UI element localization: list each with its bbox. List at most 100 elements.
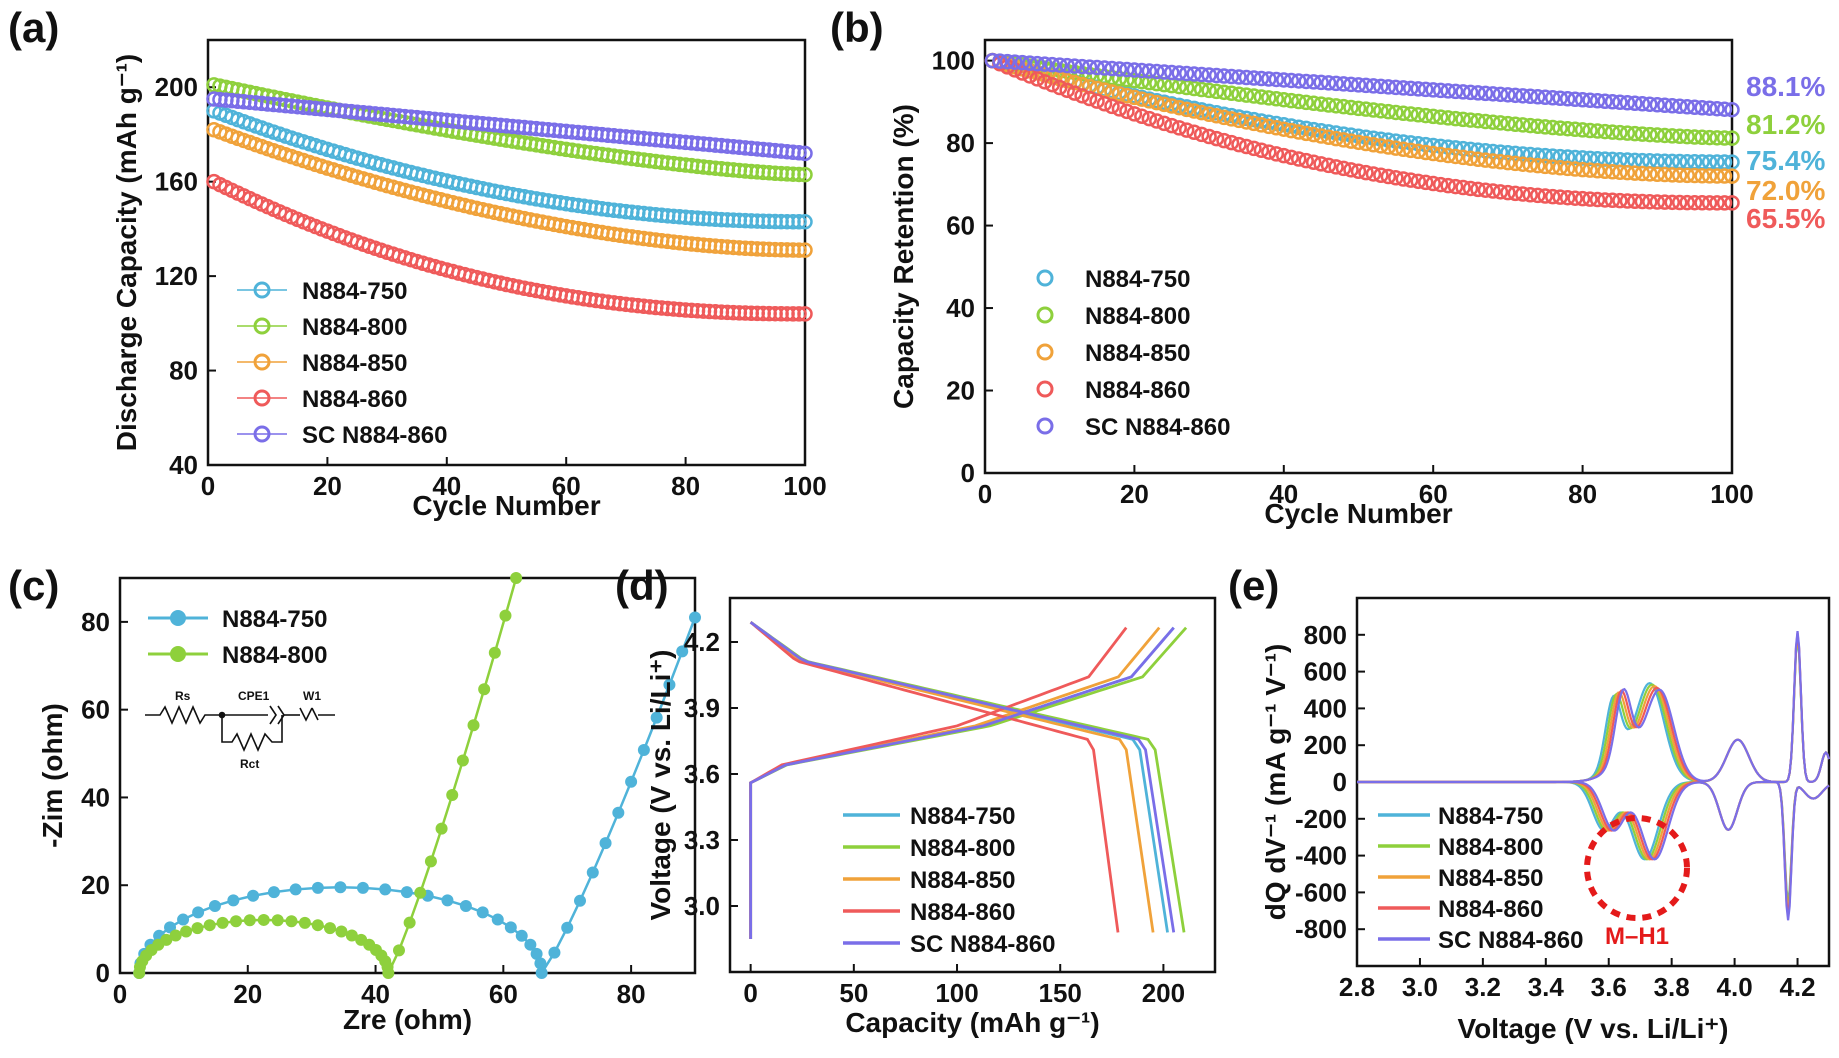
y-axis-label: Voltage (V vs. Li/Li⁺) — [645, 650, 676, 921]
series-sc-n884-860 — [1357, 631, 1831, 921]
x-axis-label: Voltage (V vs. Li/Li⁺) — [1458, 1013, 1729, 1044]
data-point — [1403, 172, 1419, 188]
data-point — [1290, 73, 1307, 89]
data-point — [599, 837, 612, 850]
legend-marker — [1036, 380, 1054, 398]
data-point — [1410, 81, 1427, 97]
y-tick-label: 4.2 — [684, 627, 720, 657]
y-tick-label: 80 — [169, 356, 198, 386]
series-n884-850 — [206, 121, 813, 258]
data-point — [1313, 96, 1329, 112]
data-point — [1186, 80, 1202, 97]
data-point — [1485, 153, 1501, 169]
data-point — [1627, 193, 1643, 210]
data-point — [1156, 115, 1173, 132]
data-point — [1522, 146, 1539, 163]
data-point — [1111, 101, 1128, 117]
data-point — [1716, 168, 1733, 184]
data-point — [1358, 101, 1374, 117]
data-point — [1582, 122, 1598, 139]
data-point — [1522, 186, 1539, 203]
y-axis-label: dQ dV⁻¹ (mA g⁻¹ V⁻¹) — [1260, 644, 1291, 921]
y-tick-label: 200 — [155, 72, 198, 102]
data-point — [334, 881, 347, 894]
data-point — [1455, 149, 1471, 166]
data-point — [1246, 115, 1262, 132]
data-point — [1619, 125, 1636, 141]
data-point — [1724, 195, 1740, 211]
plot-frame — [983, 38, 1734, 475]
data-point — [1634, 126, 1651, 142]
equivalent-circuit — [145, 705, 335, 752]
data-point — [1417, 144, 1434, 161]
data-point — [1649, 166, 1666, 182]
data-point — [1440, 110, 1456, 126]
y-tick-label: 0 — [96, 958, 110, 988]
data-point — [797, 242, 813, 258]
data-point — [1559, 91, 1576, 107]
data-point — [1111, 86, 1128, 102]
data-point — [1223, 85, 1240, 102]
data-point — [1544, 159, 1561, 175]
data-point — [1679, 98, 1695, 115]
data-point — [1388, 79, 1404, 96]
y-tick-label: 3.9 — [684, 693, 720, 723]
legend-marker — [253, 281, 271, 299]
data-point — [1694, 99, 1710, 116]
legend-label: N884-750 — [910, 803, 1015, 830]
plot-frame — [118, 576, 697, 975]
data-point — [1328, 98, 1344, 114]
chart-c: 0 20 40 60 80 0 20 40 60 80 Zre (ohm) -Zim (ohm) N88… — [37, 572, 701, 1035]
data-point — [1537, 119, 1553, 135]
x-tick-label: 20 — [1120, 479, 1149, 509]
data-point — [1410, 173, 1427, 190]
data-point — [1432, 109, 1449, 125]
x-tick-label: 100 — [1710, 479, 1753, 509]
data-point — [1567, 161, 1583, 177]
data-point — [192, 906, 205, 919]
panel-label-a: (a) — [8, 4, 59, 51]
data-point — [1193, 66, 1210, 83]
series-sc-n884-860 — [749, 621, 1176, 939]
data-point — [1126, 62, 1143, 78]
data-point — [1716, 195, 1733, 211]
y-tick-label: 800 — [1304, 620, 1347, 650]
x-tick-label: 3.0 — [1402, 972, 1438, 1002]
data-point — [1694, 195, 1710, 211]
data-point — [1597, 192, 1613, 208]
data-point — [1253, 70, 1270, 87]
y-tick-label: -400 — [1295, 841, 1347, 871]
data-point — [1380, 103, 1397, 120]
data-point — [1216, 84, 1232, 101]
series-n884-860 — [749, 621, 1128, 939]
data-point — [791, 166, 807, 183]
x-tick-label: 20 — [233, 979, 262, 1009]
data-point — [1709, 168, 1725, 184]
data-point — [403, 916, 416, 929]
data-point — [1507, 145, 1524, 162]
plot-frame — [728, 596, 1217, 974]
data-point — [1208, 130, 1225, 147]
data-point — [1320, 97, 1337, 113]
data-point — [1612, 94, 1628, 111]
data-point — [356, 881, 369, 894]
data-point — [1268, 71, 1285, 88]
x-tick-label: 4.2 — [1779, 972, 1815, 1002]
x-tick-label: 3.6 — [1591, 972, 1627, 1002]
data-point — [1276, 72, 1292, 88]
legend-item: SC N884-860 — [237, 422, 447, 449]
y-tick-label: -600 — [1295, 877, 1347, 907]
data-point — [992, 53, 1008, 69]
data-point — [1619, 95, 1636, 111]
data-point — [1515, 88, 1531, 104]
resistor-rct — [221, 715, 283, 752]
data-point — [1597, 163, 1613, 179]
data-point — [1530, 118, 1546, 134]
data-point — [1037, 56, 1053, 72]
x-tick-label: 3.8 — [1654, 972, 1690, 1002]
data-point — [1522, 88, 1539, 105]
data-point — [1477, 152, 1494, 168]
end-value-label: 88.1% — [1746, 71, 1825, 102]
data-point — [1328, 75, 1344, 92]
data-point — [1335, 98, 1352, 115]
